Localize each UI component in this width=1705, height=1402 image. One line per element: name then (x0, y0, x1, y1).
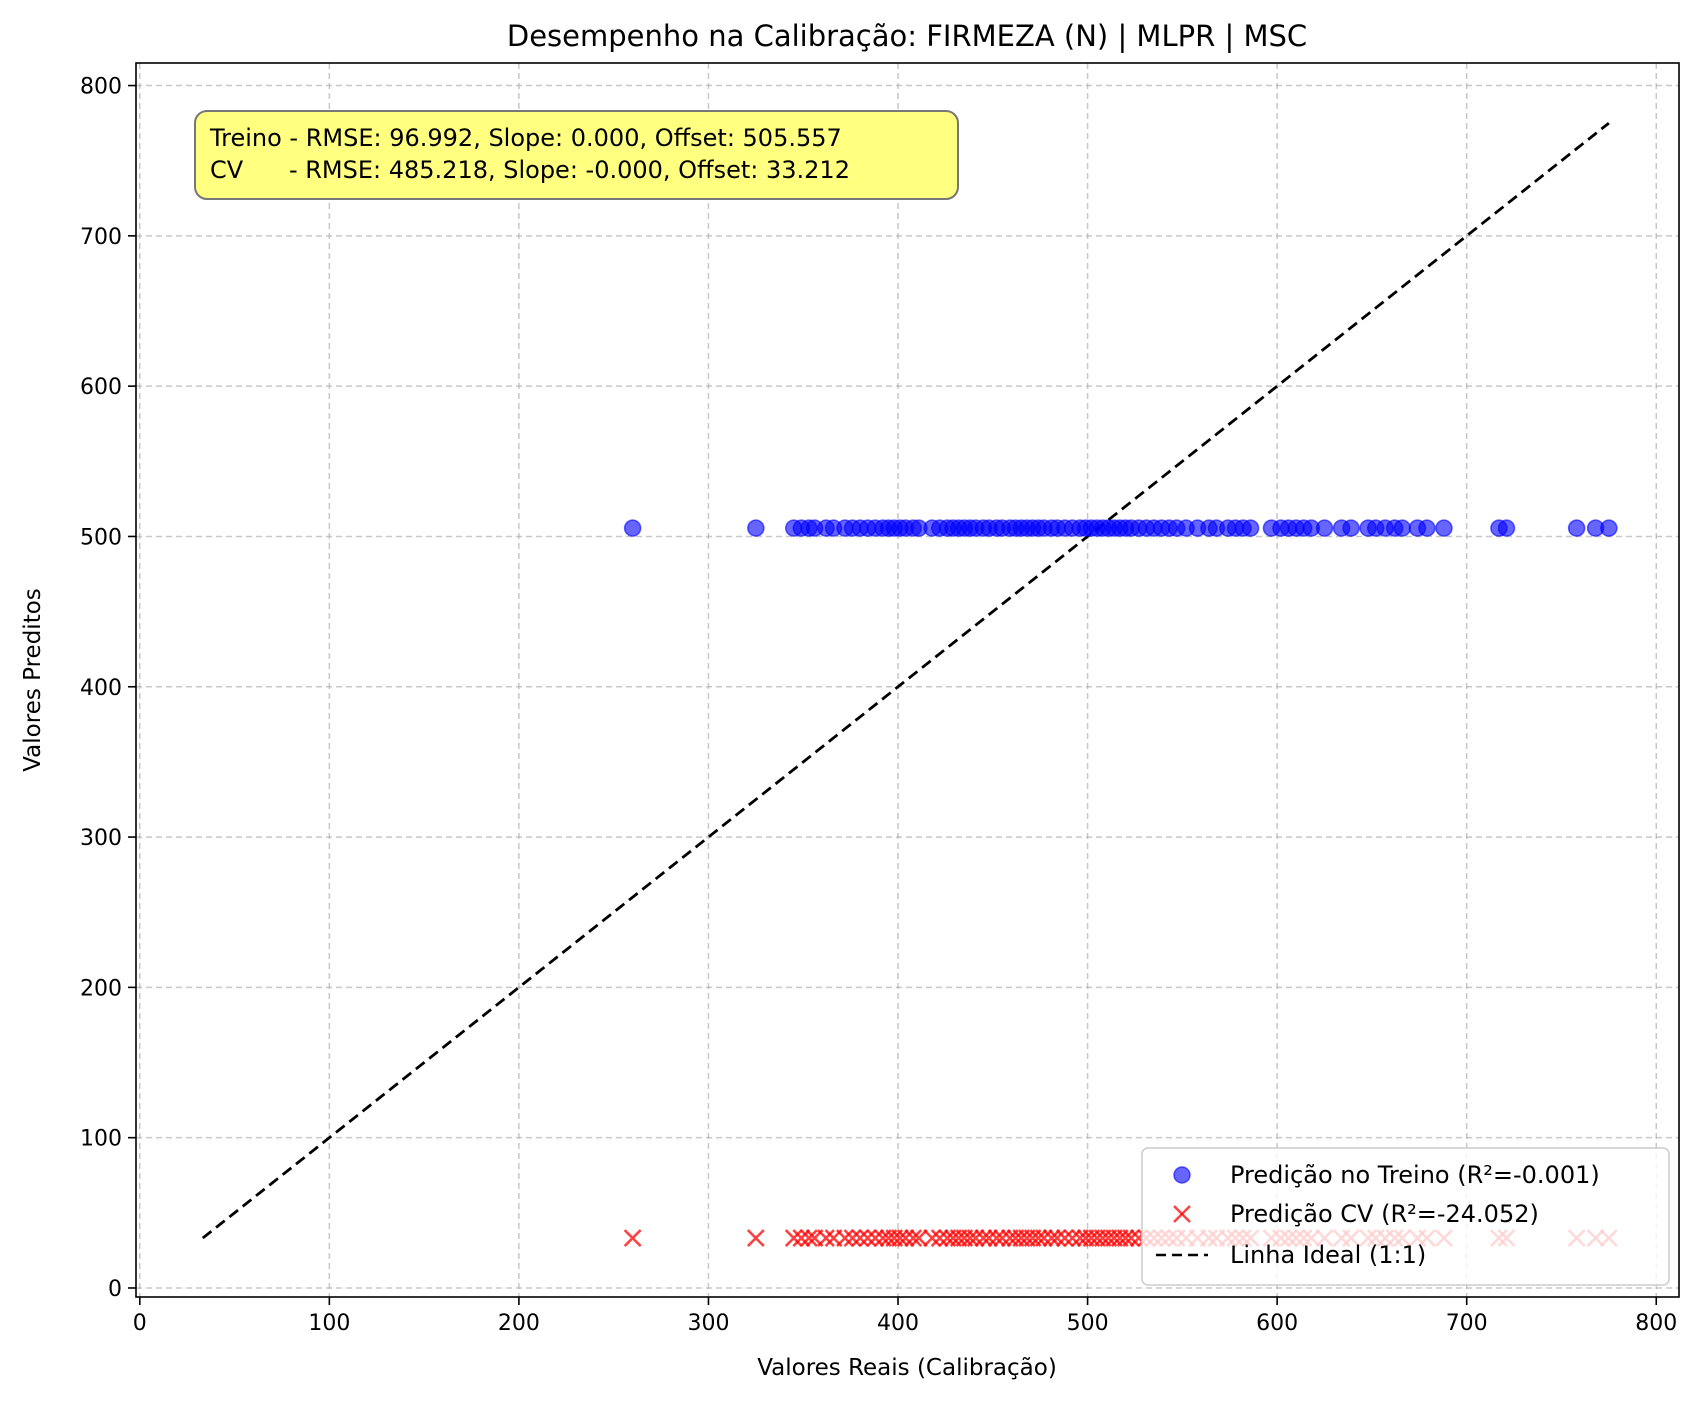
x-tick-label: 100 (308, 1311, 350, 1336)
cv-point (987, 1229, 1006, 1247)
stats-line-cv: CV - RMSE: 485.218, Slope: -0.000, Offse… (210, 156, 850, 184)
x-tick-label: 0 (133, 1311, 147, 1336)
legend-label-ideal: Linha Ideal (1:1) (1230, 1241, 1426, 1269)
cv-point (746, 1229, 765, 1247)
legend-label-cv: Predição CV (R²=-24.052) (1230, 1200, 1539, 1228)
train-point (623, 519, 642, 537)
cv-point (923, 1229, 942, 1247)
x-tick-label: 300 (687, 1311, 729, 1336)
y-tick-label: 700 (80, 225, 122, 250)
x-tick-label: 400 (877, 1311, 919, 1336)
cv-point (891, 1229, 909, 1247)
cv-point (1122, 1229, 1141, 1247)
legend-marker-cv (1173, 1205, 1191, 1223)
y-tick-label: 200 (80, 976, 122, 1001)
cv-point (961, 1229, 979, 1247)
cv-point (930, 1229, 949, 1247)
cv-point (909, 1229, 928, 1247)
y-tick-label: 800 (80, 75, 122, 100)
x-axis-title: Valores Reais (Calibração) (757, 1355, 1057, 1381)
x-tick-label: 200 (498, 1311, 540, 1336)
cv-point (1116, 1229, 1135, 1247)
cv-point (1029, 1229, 1048, 1247)
train-point (1241, 519, 1260, 537)
train-point (747, 519, 765, 537)
stats-box: Treino - RMSE: 96.992, Slope: 0.000, Off… (194, 110, 959, 200)
cv-point (966, 1229, 985, 1247)
cv-point (1042, 1229, 1061, 1247)
grid (136, 63, 1679, 1297)
cv-point (980, 1229, 998, 1247)
train-point (1393, 519, 1411, 537)
train-point (1418, 519, 1436, 537)
x-tick-label: 600 (1256, 1311, 1298, 1336)
legend: Predição no Treino (R²=-0.001) Predição … (1141, 1147, 1670, 1286)
cv-point (784, 1229, 803, 1247)
y-tick-label: 300 (80, 826, 122, 851)
legend-label-train: Predição no Treino (R²=-0.001) (1230, 1161, 1600, 1189)
cv-point (623, 1229, 642, 1247)
cv-point (993, 1229, 1012, 1247)
cv-point (896, 1229, 915, 1247)
cv-point (1055, 1229, 1074, 1247)
stats-line-train: Treino - RMSE: 96.992, Slope: 0.000, Off… (209, 124, 842, 152)
train-point (1497, 519, 1516, 537)
y-tick-label: 500 (80, 525, 122, 550)
train-point (1315, 519, 1334, 537)
cv-point (800, 1229, 818, 1247)
stats-box-background (194, 110, 959, 200)
train-point (1600, 519, 1618, 537)
cv-point (843, 1229, 862, 1247)
x-tick-label: 500 (1067, 1311, 1109, 1336)
plot-frame (135, 62, 1680, 1298)
cv-point (836, 1229, 854, 1247)
train-point (1567, 519, 1586, 537)
x-tick-label: 700 (1446, 1311, 1488, 1336)
cv-point (1035, 1229, 1053, 1247)
train-point (1435, 519, 1453, 537)
cv-point (866, 1229, 885, 1247)
train-series (623, 519, 1618, 537)
y-tick-label: 600 (80, 375, 122, 400)
chart-title: Desempenho na Calibração: FIRMEZA (N) | … (507, 19, 1307, 53)
axis-ticks: 0 100 200 300 400 500 600 700 800 0 100 200 300 400 50… (80, 75, 1677, 1336)
cv-point (792, 1229, 811, 1247)
y-tick-label: 400 (80, 676, 122, 701)
y-tick-label: 0 (108, 1277, 122, 1302)
y-axis-title: Valores Preditos (20, 588, 46, 772)
cv-point (974, 1229, 993, 1247)
cv-point (1048, 1229, 1067, 1247)
ideal-line (201, 122, 1610, 1240)
y-tick-label: 100 (80, 1127, 122, 1152)
cv-point (817, 1229, 835, 1247)
cv-point (851, 1229, 869, 1247)
legend-box (1141, 1147, 1670, 1286)
cv-point (858, 1229, 877, 1247)
cv-point (904, 1229, 923, 1247)
cv-point (1063, 1229, 1082, 1247)
ideal-line-layer (201, 122, 1610, 1240)
train-point (1342, 519, 1360, 537)
x-tick-label: 800 (1635, 1311, 1677, 1336)
legend-marker-train (1173, 1166, 1191, 1184)
